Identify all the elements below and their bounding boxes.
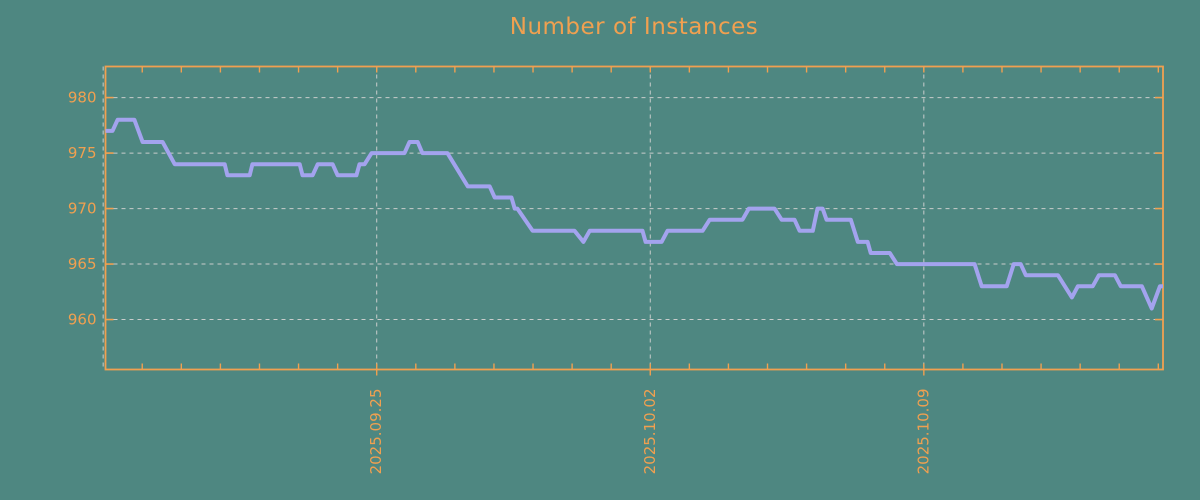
x-axis-label: 2025.10.02 xyxy=(641,389,659,475)
y-axis-label: 960 xyxy=(68,311,97,329)
y-axis-label: 970 xyxy=(68,200,97,218)
series-line-instances xyxy=(105,117,1163,311)
plot-border xyxy=(104,65,1164,371)
x-axis-label: 2025.09.25 xyxy=(367,389,385,475)
y-axis-label: 965 xyxy=(68,255,97,273)
x-axis-label: 2025.10.09 xyxy=(914,389,932,475)
chart-title: Number of Instances xyxy=(509,14,759,40)
y-axis-label: 980 xyxy=(68,89,97,107)
y-axis-label: 975 xyxy=(68,144,97,162)
